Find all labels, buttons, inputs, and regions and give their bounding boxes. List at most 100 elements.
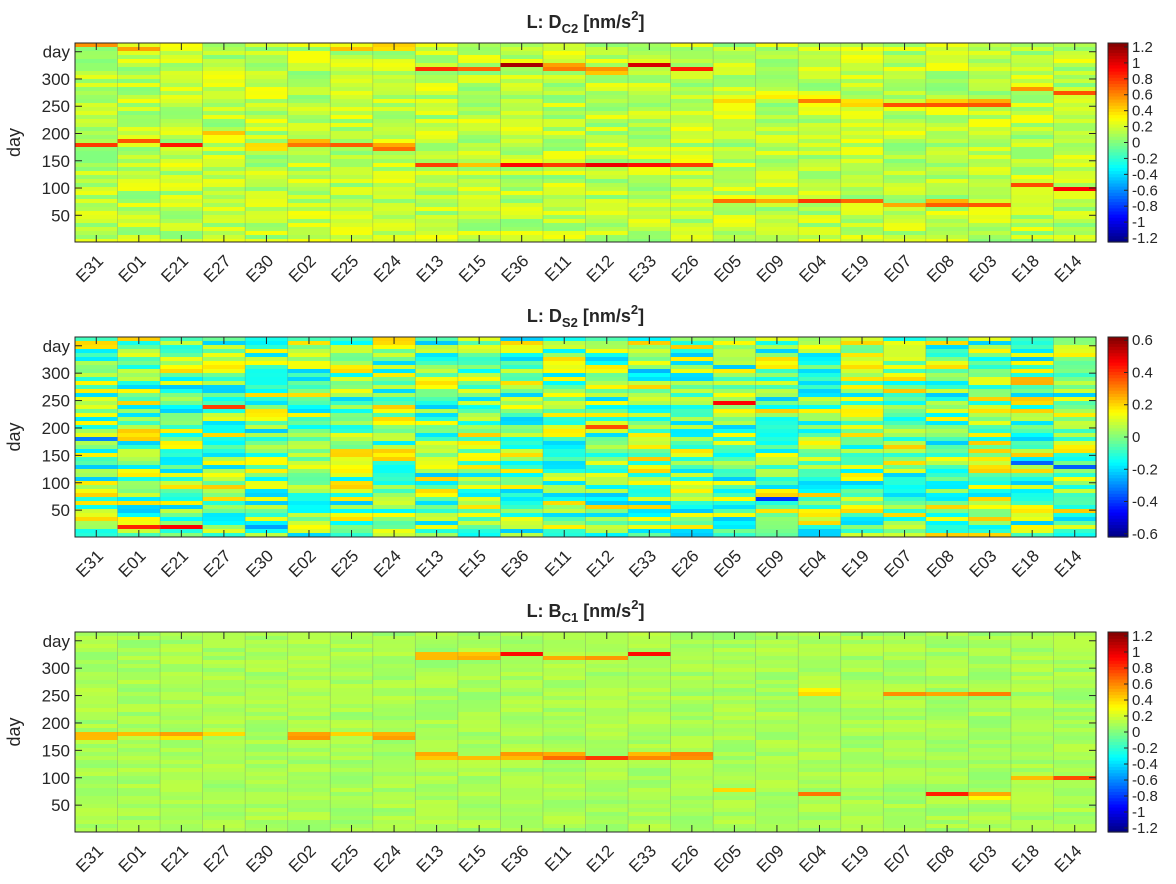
- heatmap-cell: [585, 820, 629, 825]
- colorbar-swatch: [1108, 58, 1128, 63]
- heatmap-cell: [330, 223, 374, 228]
- heatmap-cell: [798, 127, 842, 132]
- heatmap-cell: [287, 461, 331, 466]
- heatmap-cell: [202, 175, 246, 180]
- heatmap-cell: [415, 648, 459, 653]
- heatmap-cell: [755, 469, 799, 474]
- heatmap-cell: [755, 804, 799, 809]
- heatmap-cell: [415, 409, 459, 414]
- colorbar-swatch: [1108, 151, 1128, 156]
- heatmap-cell: [925, 672, 969, 677]
- heatmap-cell: [117, 413, 161, 418]
- heatmap-cell: [925, 163, 969, 168]
- heatmap-cell: [670, 83, 714, 88]
- heatmap-cell: [287, 732, 331, 737]
- heatmap-cell: [542, 91, 587, 96]
- heatmap-cell: [628, 373, 672, 378]
- heatmap-cell: [542, 732, 587, 737]
- heatmap-cell: [245, 107, 289, 112]
- heatmap-cell: [713, 517, 757, 522]
- heatmap-cell: [713, 51, 757, 56]
- heatmap-cell: [160, 756, 204, 761]
- heatmap-cell: [585, 231, 629, 236]
- heatmap-cell: [160, 772, 204, 777]
- heatmap-cell: [287, 127, 331, 132]
- heatmap-cell: [755, 648, 799, 653]
- heatmap-cell: [160, 433, 204, 438]
- heatmap-cell: [883, 107, 927, 112]
- heatmap-cell: [1010, 740, 1055, 745]
- heatmap-cell: [755, 481, 799, 486]
- heatmap-cell: [245, 103, 289, 108]
- x-tick-label: E25: [328, 251, 363, 286]
- heatmap-cell: [500, 712, 544, 717]
- heatmap-cell: [755, 163, 799, 168]
- heatmap-cell: [330, 668, 374, 673]
- heatmap-cell: [75, 800, 119, 805]
- heatmap-cell: [330, 764, 374, 769]
- heatmap-cell: [415, 660, 459, 665]
- heatmap-cell: [968, 393, 1012, 398]
- colorbar-swatch: [1108, 449, 1128, 454]
- heatmap-cell: [500, 441, 544, 446]
- heatmap-cell: [160, 688, 204, 693]
- heatmap-cell: [245, 732, 289, 737]
- heatmap-cell: [925, 505, 969, 510]
- heatmap-cell: [245, 401, 289, 406]
- heatmap-cell: [1010, 505, 1055, 510]
- colorbar-swatch: [1108, 487, 1128, 491]
- colorbar-swatch: [1108, 530, 1128, 535]
- heatmap-cell: [628, 421, 672, 426]
- heatmap-cell: [670, 732, 714, 737]
- heatmap-cell: [287, 179, 331, 184]
- heatmap-cell: [798, 724, 842, 729]
- heatmap-cell: [160, 820, 204, 825]
- heatmap-cell: [840, 732, 884, 737]
- heatmap-cell: [500, 119, 544, 124]
- heatmap-cell: [1010, 680, 1055, 685]
- heatmap-cell: [713, 409, 757, 414]
- heatmap-cell: [968, 644, 1012, 649]
- heatmap-cell: [160, 377, 204, 382]
- heatmap-cell: [840, 493, 884, 498]
- heatmap-cell: [75, 768, 119, 773]
- heatmap-cell: [117, 812, 161, 817]
- colorbar-swatch: [1108, 371, 1128, 376]
- heatmap-cell: [925, 457, 969, 462]
- heatmap-cell: [117, 704, 161, 709]
- heatmap-cell: [75, 175, 119, 180]
- heatmap-cell: [755, 389, 799, 394]
- heatmap-cell: [925, 465, 969, 470]
- heatmap-cell: [968, 461, 1012, 466]
- x-tick-label: E14: [1051, 841, 1086, 876]
- colorbar-swatch: [1108, 204, 1128, 209]
- heatmap-cell: [117, 357, 161, 362]
- heatmap-cell: [542, 357, 587, 362]
- heatmap-cell: [840, 660, 884, 665]
- heatmap-cell: [925, 151, 969, 156]
- heatmap-cell: [202, 361, 246, 366]
- heatmap-cell: [500, 71, 544, 76]
- x-tick-label: E15: [455, 841, 490, 876]
- heatmap-cell: [798, 223, 842, 228]
- heatmap-cell: [755, 115, 799, 120]
- colorbar-tick-label: -1: [1132, 804, 1145, 821]
- heatmap-cell: [1010, 349, 1055, 354]
- heatmap-cell: [500, 644, 544, 649]
- heatmap-cell: [500, 223, 544, 228]
- heatmap-cell: [75, 688, 119, 693]
- heatmap-cell: [670, 712, 714, 717]
- heatmap-cell: [202, 111, 246, 116]
- heatmap-cell: [75, 736, 119, 741]
- heatmap-cell: [585, 469, 629, 474]
- colorbar-swatch: [1108, 176, 1128, 181]
- colorbar-tick-label: -1: [1132, 214, 1145, 231]
- heatmap-cell: [500, 123, 544, 128]
- heatmap-cell: [840, 477, 884, 482]
- heatmap-cell: [500, 369, 544, 374]
- heatmap-cell: [883, 63, 927, 68]
- heatmap-cell: [1010, 704, 1055, 709]
- heatmap-cell: [287, 365, 331, 370]
- heatmap-cell: [670, 760, 714, 765]
- heatmap-cell: [585, 732, 629, 737]
